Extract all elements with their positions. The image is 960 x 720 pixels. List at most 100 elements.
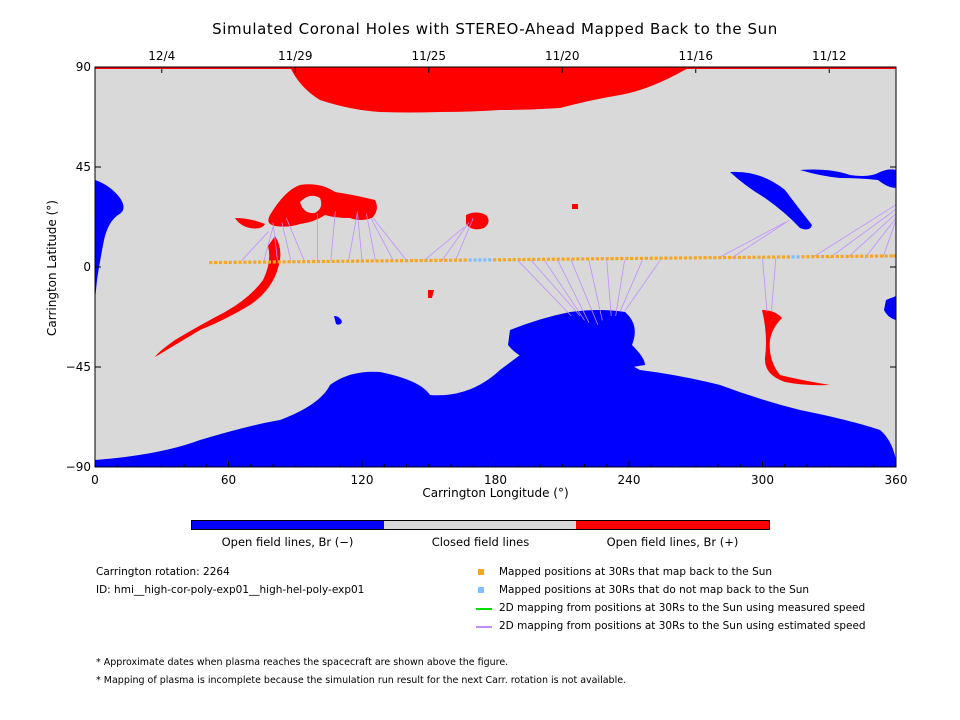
coronal-hole-regions [95, 67, 896, 467]
mapped-point [502, 258, 506, 262]
mapped-point [223, 260, 227, 265]
mapped-point [287, 260, 291, 264]
mapped-point [566, 257, 570, 261]
mapped-point [767, 255, 771, 259]
mapped-point [218, 260, 223, 265]
south-east-positive-hole [762, 310, 830, 386]
x-axis-label: Carrington Longitude (°) [422, 486, 569, 500]
mapping-line [771, 258, 777, 312]
mapped-point [360, 259, 365, 263]
mapped-point [517, 257, 521, 262]
mapped-point [370, 259, 374, 263]
mapping-line [424, 226, 465, 261]
mapping-line [544, 260, 585, 321]
east-limb-negative-spot [884, 296, 896, 320]
mapping-line [330, 211, 336, 261]
mapping-line [557, 260, 590, 323]
mapped-point [253, 260, 257, 264]
x-tick-label: 300 [751, 473, 774, 487]
mapped-point [444, 258, 448, 262]
mapping-line [530, 260, 581, 317]
top-date-label: 12/4 [148, 49, 175, 63]
mapped-point [610, 257, 614, 261]
not-mapped-point [796, 255, 800, 259]
mapped-point [752, 255, 756, 259]
mapped-point [840, 254, 844, 259]
mapped-point [556, 257, 560, 261]
mapped-point [581, 257, 585, 261]
mapped-point [576, 257, 580, 261]
note-dates: * Approximate dates when plasma reaches … [96, 657, 509, 668]
mapping-line [619, 260, 643, 312]
mapped-point [541, 257, 546, 261]
north-east-negative-strip [800, 169, 896, 188]
mapped-point [419, 258, 423, 263]
north-polar-positive-hole [290, 67, 690, 113]
mapped-point [727, 255, 732, 260]
mapped-point [395, 259, 399, 263]
mapped-point [463, 258, 467, 262]
mapped-point [267, 260, 272, 264]
mapped-point [644, 256, 648, 260]
mapped-point [664, 256, 668, 260]
mapped-point [213, 260, 218, 265]
mapped-point [703, 256, 707, 260]
mapped-point [522, 257, 526, 262]
mapping-line [570, 260, 599, 325]
mapped-point [527, 257, 531, 262]
mapped-point [600, 257, 604, 261]
colorbar-negative [191, 520, 384, 529]
mapped-point [434, 258, 438, 262]
mapped-point [238, 260, 242, 264]
mapped-point [532, 257, 536, 262]
mapped-point [762, 255, 766, 259]
mapped-point [272, 260, 276, 264]
colorbar-label-positive: Open field lines, Br (+) [606, 535, 739, 549]
mapped-point [355, 259, 360, 263]
plot-area [94, 66, 897, 468]
mapped-point [400, 259, 404, 263]
mapping-line [348, 211, 358, 261]
mapping-line [588, 260, 603, 321]
mapped-point [669, 256, 673, 260]
top-date-label: 11/12 [812, 49, 847, 63]
mapped-point [375, 259, 379, 263]
mapped-point [409, 259, 413, 263]
mapped-point [806, 255, 810, 259]
mapped-point [732, 255, 737, 260]
mapping-line [811, 204, 897, 259]
mapped-point [698, 256, 702, 260]
mapping-line [829, 208, 897, 259]
mapped-point [546, 257, 551, 261]
y-tick-label: −90 [66, 460, 91, 474]
mapping-line [455, 217, 474, 261]
mapped-point [639, 256, 644, 260]
mapped-point [243, 260, 247, 264]
mapping-line [357, 213, 363, 261]
mapped-point [493, 258, 497, 262]
y-tick-label: 0 [83, 260, 91, 274]
mapped-point [747, 255, 751, 259]
top-date-label: 11/16 [678, 49, 713, 63]
mapping-line [370, 217, 394, 261]
mapped-point [625, 256, 629, 261]
mapped-point [605, 257, 609, 261]
mapped-point [630, 256, 634, 261]
x-tick-label: 180 [484, 473, 507, 487]
mapped-point [693, 256, 697, 260]
mapped-point [737, 255, 741, 260]
mapped-point [679, 256, 683, 260]
mapping-line [615, 260, 625, 316]
mapping-line [606, 260, 612, 316]
mapped-point [316, 259, 320, 264]
mapped-point [845, 254, 849, 258]
north-positive-hole [268, 184, 377, 227]
mapped-point [292, 260, 296, 264]
mapped-point [835, 254, 839, 259]
mapped-point [620, 256, 624, 261]
mapped-point [282, 260, 286, 264]
small-positive-blob [466, 212, 489, 230]
mapped-point [346, 259, 350, 263]
mapped-point [365, 259, 369, 263]
